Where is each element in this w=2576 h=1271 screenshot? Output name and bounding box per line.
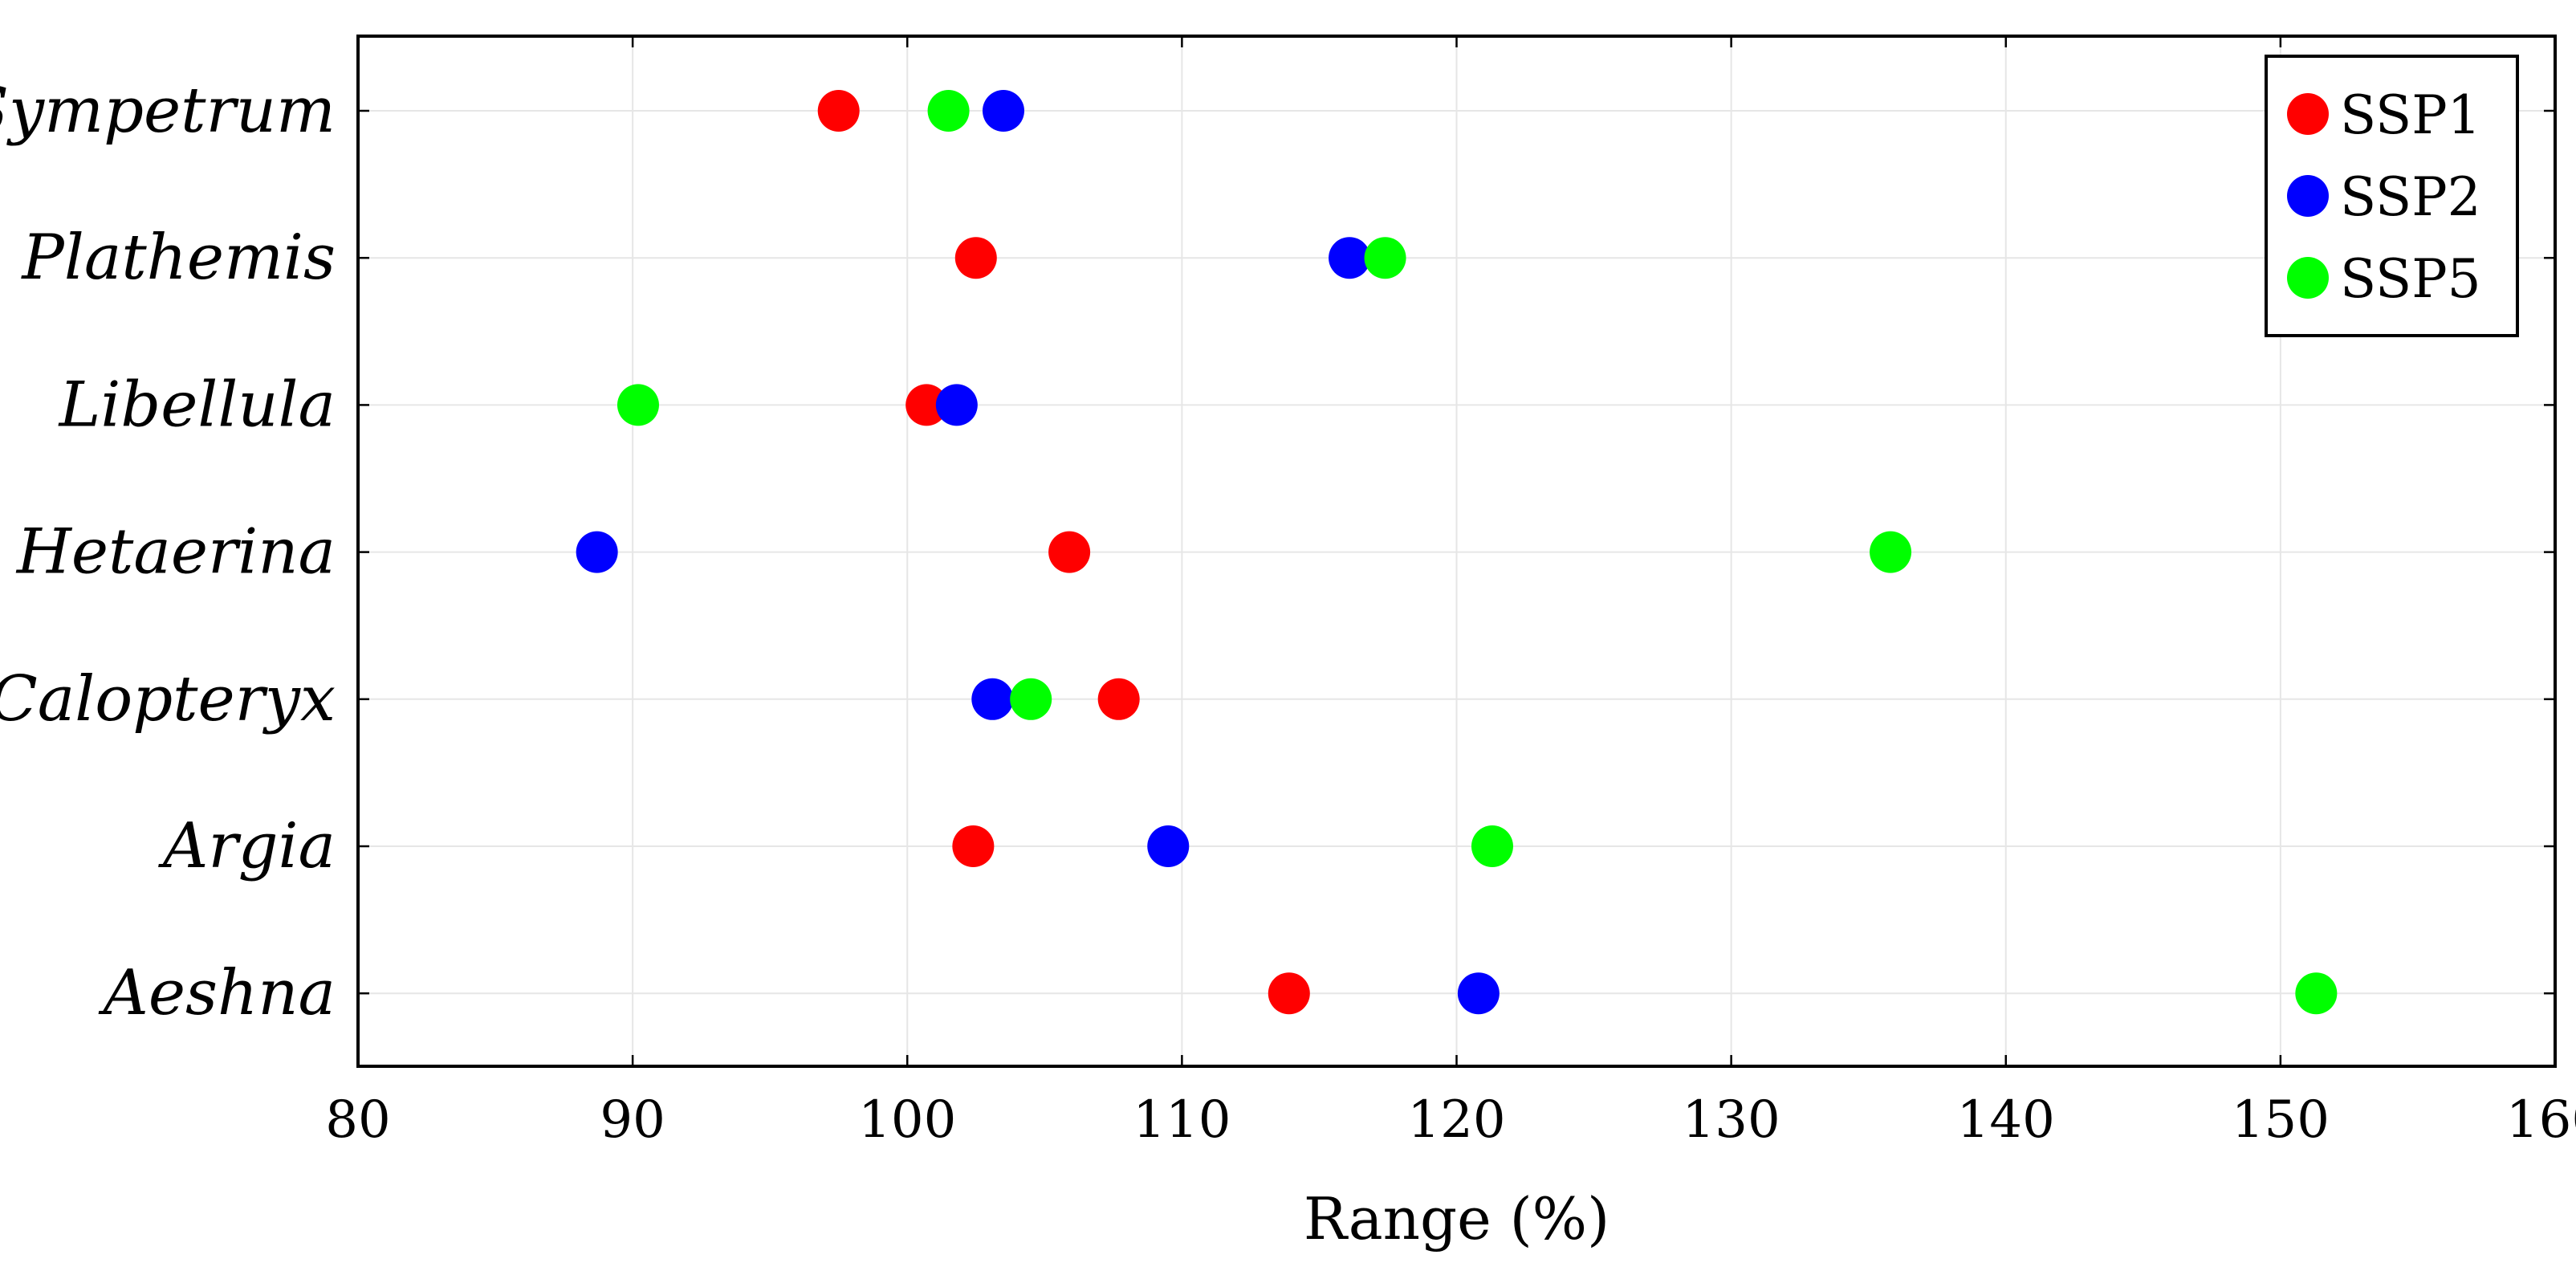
point-ssp5-hetaerina — [1870, 531, 1912, 573]
x-tick-label-160: 160 — [2506, 1090, 2576, 1150]
x-tick-labels: 80 90 100 110 120 130 140 150 160 — [325, 1090, 2576, 1150]
legend-label-ssp1: SSP1 — [2340, 84, 2481, 146]
point-ssp2-hetaerina — [576, 531, 618, 573]
x-tick-label-120: 120 — [1407, 1090, 1505, 1150]
legend-label-ssp5: SSP5 — [2340, 248, 2481, 310]
point-ssp2-argia — [1147, 825, 1190, 867]
x-tick-label-90: 90 — [600, 1090, 665, 1150]
category-labels: Sympetrum Plathemis Libellula Hetaerina Calo… — [0, 75, 336, 1029]
legend-marker-ssp2 — [2287, 175, 2329, 217]
x-tick-label-140: 140 — [1957, 1090, 2055, 1150]
point-ssp1-sympetrum — [817, 90, 860, 132]
category-label-calopteryx: Calopteryx — [0, 663, 336, 735]
point-ssp5-plathemis — [1364, 237, 1406, 279]
category-label-aeshna: Aeshna — [99, 957, 336, 1029]
point-ssp1-plathemis — [954, 237, 997, 279]
point-ssp5-libellula — [617, 384, 659, 426]
point-ssp2-calopteryx — [971, 678, 1014, 720]
point-ssp5-aeshna — [2295, 972, 2338, 1015]
point-ssp5-argia — [1471, 825, 1513, 867]
x-tick-label-110: 110 — [1133, 1090, 1231, 1150]
point-ssp1-aeshna — [1268, 972, 1310, 1015]
point-ssp2-libellula — [935, 384, 978, 426]
point-ssp1-libellula — [905, 384, 948, 426]
data-points — [576, 90, 2338, 1015]
category-label-sympetrum: Sympetrum — [0, 75, 336, 147]
legend: SSP1 SSP2 SSP5 — [2265, 55, 2519, 337]
category-label-hetaerina: Hetaerina — [15, 516, 336, 589]
legend-marker-ssp1 — [2287, 93, 2329, 135]
category-label-plathemis: Plathemis — [20, 222, 336, 294]
legend-label-ssp2: SSP2 — [2340, 166, 2481, 228]
x-tick-label-150: 150 — [2232, 1090, 2330, 1150]
category-label-argia: Argia — [158, 810, 336, 882]
plot-frame — [356, 35, 2557, 1068]
x-tick-label-130: 130 — [1683, 1090, 1780, 1150]
point-ssp2-aeshna — [1457, 972, 1500, 1015]
point-ssp1-calopteryx — [1097, 678, 1140, 720]
x-axis-title: Range (%) — [1304, 1185, 1609, 1253]
legend-marker-ssp5 — [2287, 257, 2329, 299]
point-ssp5-calopteryx — [1010, 678, 1052, 720]
x-tick-label-80: 80 — [325, 1090, 390, 1150]
point-ssp2-sympetrum — [982, 90, 1024, 132]
category-label-libellula: Libellula — [58, 369, 336, 441]
grid-layer — [357, 36, 2556, 1066]
point-ssp2-plathemis — [1329, 237, 1371, 279]
point-ssp1-argia — [952, 825, 995, 867]
x-tick-label-100: 100 — [858, 1090, 956, 1150]
point-ssp1-hetaerina — [1048, 531, 1091, 573]
point-ssp5-sympetrum — [927, 90, 970, 132]
legend-entries: SSP1 SSP2 SSP5 — [2287, 84, 2481, 310]
